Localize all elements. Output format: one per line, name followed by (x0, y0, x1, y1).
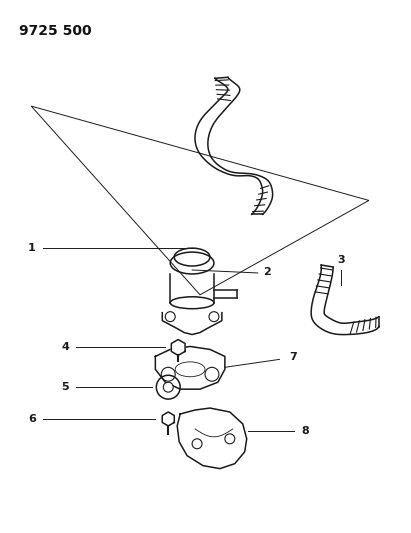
Text: 2: 2 (263, 267, 271, 277)
Circle shape (165, 312, 175, 321)
Ellipse shape (174, 248, 210, 266)
Circle shape (163, 382, 173, 392)
Circle shape (209, 312, 219, 321)
Polygon shape (162, 313, 222, 335)
Text: 5: 5 (61, 382, 69, 392)
Ellipse shape (170, 297, 214, 309)
Text: 7: 7 (289, 352, 297, 362)
Text: 9725 500: 9725 500 (19, 23, 92, 38)
Circle shape (156, 375, 180, 399)
Text: 4: 4 (61, 342, 69, 352)
Text: 6: 6 (28, 414, 36, 424)
Polygon shape (155, 346, 225, 389)
Text: 8: 8 (301, 426, 309, 436)
Text: 3: 3 (337, 255, 345, 265)
Polygon shape (171, 340, 185, 356)
Polygon shape (162, 412, 174, 426)
Polygon shape (177, 408, 247, 469)
Text: 1: 1 (28, 243, 35, 253)
